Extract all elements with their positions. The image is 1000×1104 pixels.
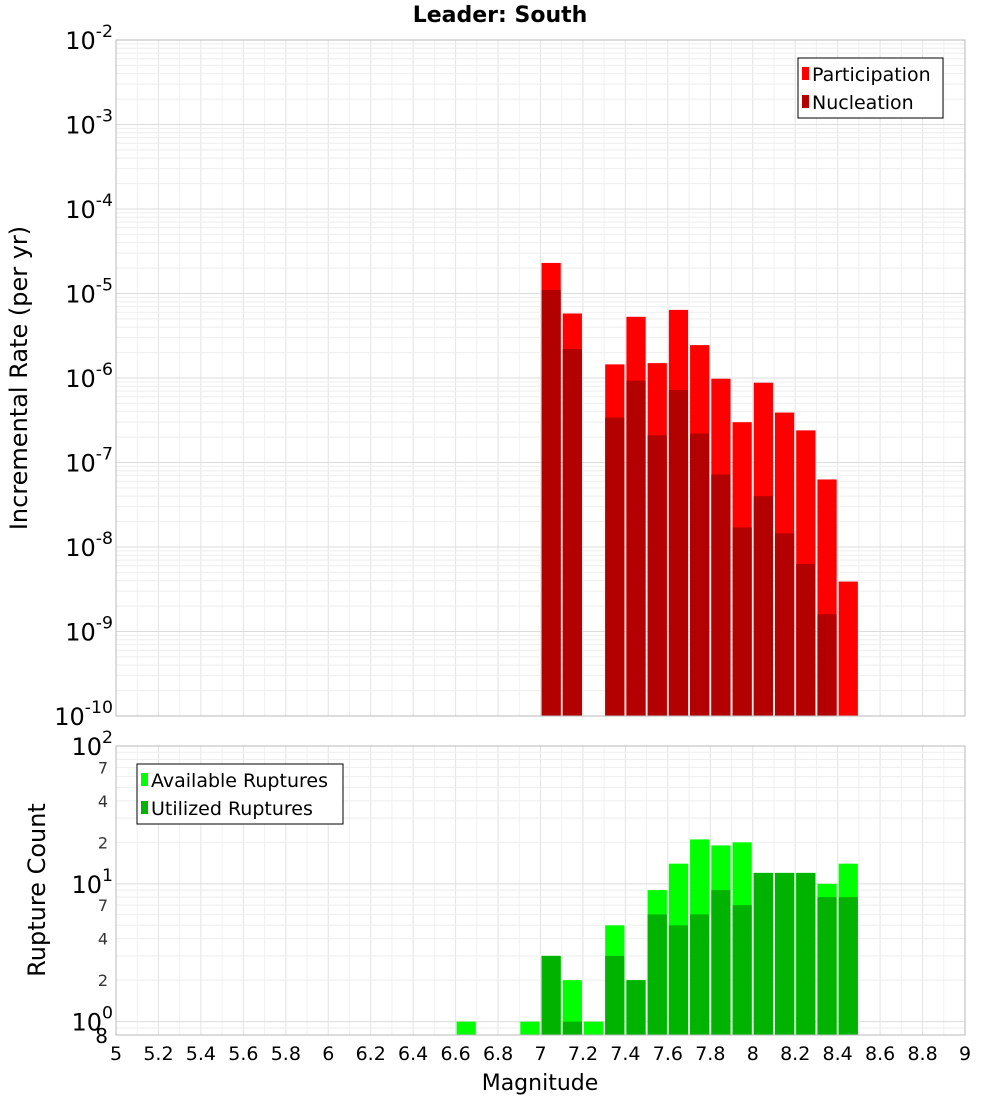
available-bar [456,1021,476,1035]
x-tick-label: 7.4 [610,1043,640,1065]
top-y-tick-labels: 10-10 10-9 10-8 10-7 10-6 10-5 10-4 10-3 10-2 [54,22,113,731]
legend-label: Available Ruptures [151,770,328,792]
y-tick-label: 10-9 [65,614,113,647]
x-tick-label: 6.8 [483,1043,513,1065]
nucleation-bar [753,496,773,716]
x-tick-label: 8.8 [907,1043,937,1065]
available-bar [520,1021,540,1035]
available-bar [583,1021,604,1035]
y-tick-label: 10-10 [54,698,113,731]
nucleation-bar [668,390,689,716]
y-tick-label: 100 [71,1004,113,1037]
x-tick-label: 7.2 [568,1043,598,1065]
y-tick-label: 10-7 [65,445,113,478]
bottom-plot-border [115,745,966,1036]
legend-label: Nucleation [812,92,914,114]
legend-swatch [802,95,809,108]
y-minor-tick-label: 2 [98,833,108,852]
x-tick-label: 6.4 [398,1043,428,1065]
x-tick-label: 9 [959,1043,971,1065]
utilized-bar [626,980,646,1035]
y-minor-tick-label: 4 [98,792,108,811]
nucleation-bar [690,433,710,716]
utilized-bar [690,914,710,1035]
legend-swatch [141,773,148,786]
utilized-bars [541,872,858,1035]
x-tick-label: 8.6 [865,1043,895,1065]
nucleation-bar [626,380,646,716]
y-tick-label: 102 [71,728,113,761]
bottom-y-tick-labels: 100 101 102 8 2 4 7 2 4 7 [71,728,113,1048]
x-tick-label: 5.6 [228,1043,258,1065]
top-y-axis-label: Incremental Rate (per yr) [5,226,33,530]
nucleation-bar [541,290,561,716]
utilized-bar [817,897,837,1035]
x-tick-label: 8.2 [780,1043,810,1065]
y-minor-tick-label: 7 [98,758,108,777]
x-tick-label: 5 [110,1043,122,1065]
y-tick-label: 10-6 [65,360,113,393]
top-plot-border [115,39,966,717]
utilized-bar [562,1021,582,1035]
legend-box [797,57,944,119]
utilized-bar [838,897,858,1035]
top-plot-area [115,39,966,717]
x-tick-label: 6.2 [356,1043,386,1065]
utilized-bar [774,872,795,1035]
y-minor-tick-label: 2 [98,971,108,990]
bottom-y-axis-label: Rupture Count [23,803,51,977]
x-tick-label: 6 [322,1043,334,1065]
x-tick-label: 7.8 [695,1043,725,1065]
x-tick-label: 8 [747,1043,759,1065]
x-tick-label: 7 [534,1043,546,1065]
nucleation-bar [774,533,795,716]
y-tick-label: 10-8 [65,529,113,562]
chart-title: Leader: South [413,3,588,28]
x-tick-label: 5.4 [186,1043,216,1065]
x-tick-label: 8.4 [823,1043,853,1065]
available-bar [562,980,582,1035]
nucleation-bar [732,527,752,716]
utilized-bar [647,914,667,1035]
utilized-bar [711,890,731,1035]
x-axis-label: Magnitude [482,1071,599,1096]
legend-box [136,763,344,825]
y-tick-label: 10-3 [65,107,113,140]
participation-bar [838,581,858,716]
x-tick-label: 6.6 [440,1043,470,1065]
x-tick-labels: 5 5.2 5.4 5.6 5.8 6 6.2 6.4 6.6 6.8 7 7.2 7.4 7.6 7.8 8… [110,1043,971,1065]
legend-label: Participation [812,64,931,86]
nucleation-bar [647,435,667,716]
y-tick-label: 10-5 [65,276,113,309]
y-minor-tick-label: 7 [98,896,108,915]
x-tick-label: 5.8 [271,1043,301,1065]
legend-label: Utilized Ruptures [151,798,313,820]
utilized-bar [796,872,816,1035]
utilized-bar [541,955,561,1035]
nucleation-bar [796,563,816,716]
y-minor-tick-label: 8 [95,1024,108,1048]
utilized-bar [732,905,752,1035]
nucleation-bar [605,417,625,716]
x-tick-label: 5.2 [143,1043,173,1065]
legend-swatch [802,67,809,80]
utilized-bar [605,955,625,1035]
nucleation-bars [541,290,837,716]
y-tick-label: 10-2 [65,22,113,55]
y-tick-label: 101 [71,866,113,899]
nucleation-bar [817,614,837,716]
legend: Participation Nucleation [797,57,944,119]
nucleation-bar [562,349,582,716]
utilized-bar [753,872,773,1035]
utilized-bar [668,925,689,1035]
y-minor-tick-label: 4 [98,930,108,949]
nucleation-bar [711,474,731,716]
y-tick-label: 10-4 [65,191,113,224]
legend-swatch [141,801,148,814]
x-tick-label: 7.6 [653,1043,683,1065]
legend: Available Ruptures Utilized Ruptures [136,763,344,825]
